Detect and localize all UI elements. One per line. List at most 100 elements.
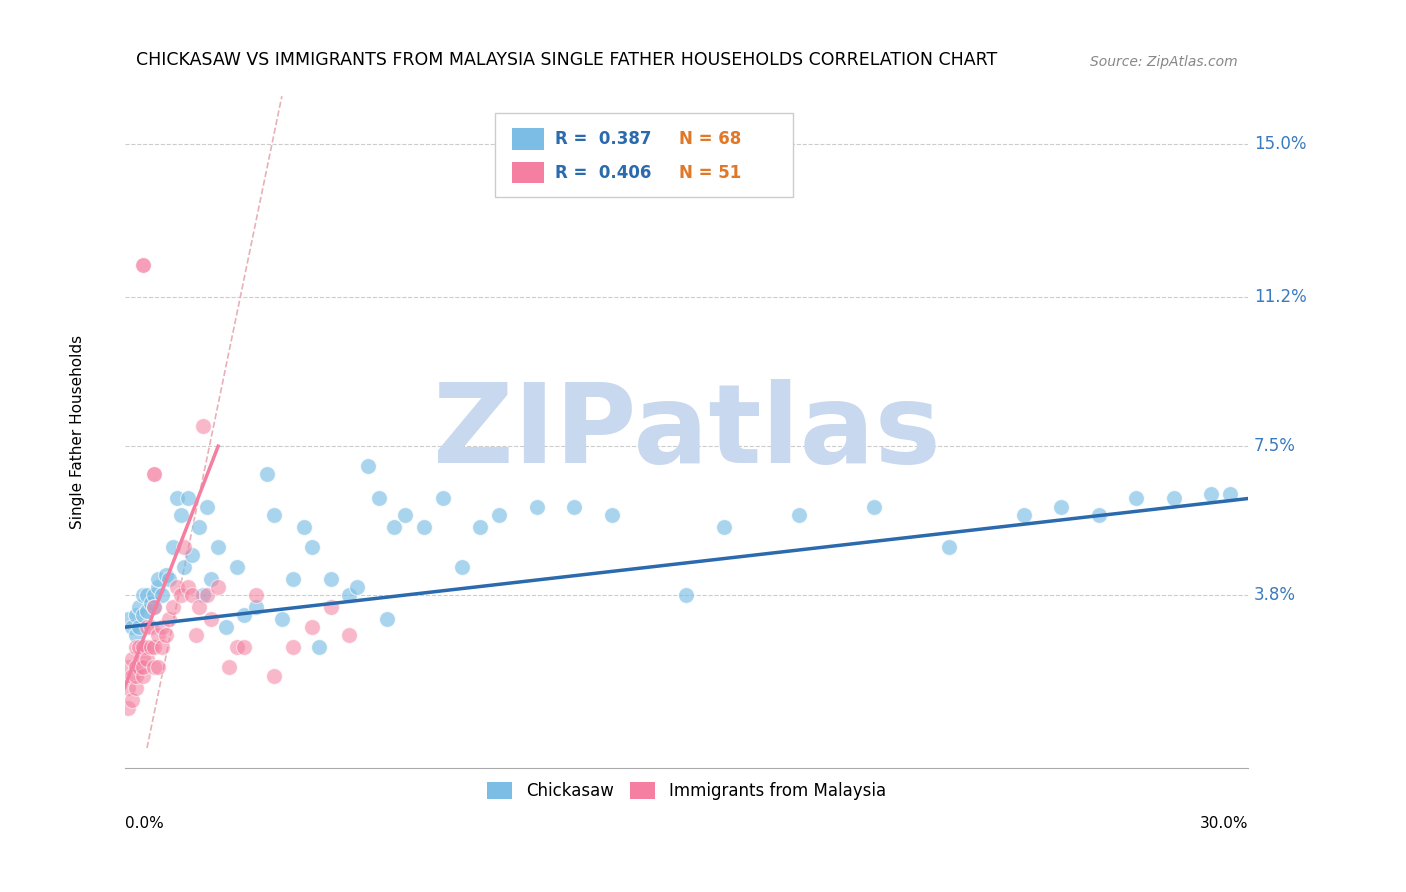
Point	[233, 640, 256, 655]
Point	[121, 692, 143, 706]
Point	[375, 612, 398, 626]
Point	[139, 596, 162, 610]
Point	[214, 620, 236, 634]
Point	[382, 519, 405, 533]
Point	[188, 519, 211, 533]
Point	[263, 508, 285, 522]
Text: CHICKASAW VS IMMIGRANTS FROM MALAYSIA SINGLE FATHER HOUSEHOLDS CORRELATION CHART: CHICKASAW VS IMMIGRANTS FROM MALAYSIA SI…	[136, 51, 997, 70]
Point	[319, 600, 342, 615]
Bar	[512, 128, 544, 150]
Point	[166, 491, 188, 506]
Point	[143, 600, 166, 615]
Point	[125, 681, 148, 695]
Point	[132, 258, 155, 272]
Point	[413, 519, 436, 533]
Point	[150, 588, 173, 602]
Text: ZIPatlas: ZIPatlas	[433, 378, 941, 485]
Point	[148, 660, 170, 674]
Text: 3.8%: 3.8%	[1254, 586, 1296, 604]
Point	[173, 560, 195, 574]
Point	[1219, 487, 1241, 501]
Point	[143, 640, 166, 655]
Point	[143, 660, 166, 674]
Point	[148, 572, 170, 586]
Point	[184, 628, 207, 642]
Point	[301, 620, 323, 634]
Point	[150, 620, 173, 634]
Point	[337, 588, 360, 602]
Point	[1050, 500, 1073, 514]
Point	[121, 652, 143, 666]
Point	[162, 600, 184, 615]
Text: 7.5%: 7.5%	[1254, 437, 1296, 455]
Point	[117, 700, 139, 714]
Point	[121, 668, 143, 682]
Point	[177, 491, 200, 506]
Point	[301, 540, 323, 554]
Point	[526, 500, 548, 514]
Point	[181, 588, 204, 602]
Point	[1012, 508, 1035, 522]
Text: Source: ZipAtlas.com: Source: ZipAtlas.com	[1090, 55, 1237, 70]
Point	[319, 572, 342, 586]
Point	[125, 668, 148, 682]
Point	[125, 628, 148, 642]
Point	[136, 588, 159, 602]
Point	[117, 612, 139, 626]
Text: 15.0%: 15.0%	[1254, 136, 1306, 153]
Point	[132, 660, 155, 674]
Point	[132, 652, 155, 666]
Point	[128, 640, 150, 655]
Point	[233, 608, 256, 623]
Point	[181, 548, 204, 562]
Point	[713, 519, 735, 533]
Point	[125, 660, 148, 674]
Point	[263, 668, 285, 682]
Point	[173, 540, 195, 554]
Point	[195, 588, 218, 602]
Point	[155, 568, 177, 582]
Point	[281, 572, 304, 586]
Point	[132, 588, 155, 602]
Point	[394, 508, 416, 522]
Point	[193, 419, 215, 434]
Point	[600, 508, 623, 522]
Point	[432, 491, 454, 506]
Point	[1199, 487, 1222, 501]
Point	[308, 640, 330, 655]
Legend: Chickasaw, Immigrants from Malaysia: Chickasaw, Immigrants from Malaysia	[481, 775, 893, 806]
Point	[166, 580, 188, 594]
Text: R =  0.406: R = 0.406	[555, 164, 651, 182]
Point	[195, 500, 218, 514]
Point	[132, 668, 155, 682]
Point	[562, 500, 585, 514]
Point	[1125, 491, 1147, 506]
Point	[207, 580, 229, 594]
Point	[207, 540, 229, 554]
Point	[128, 660, 150, 674]
Point	[125, 640, 148, 655]
Bar	[512, 162, 544, 184]
Point	[938, 540, 960, 554]
Point	[132, 640, 155, 655]
Point	[125, 608, 148, 623]
Point	[1087, 508, 1109, 522]
Point	[170, 588, 193, 602]
Point	[136, 640, 159, 655]
Point	[862, 500, 884, 514]
Point	[121, 620, 143, 634]
Point	[148, 580, 170, 594]
Point	[193, 588, 215, 602]
Point	[128, 620, 150, 634]
Point	[136, 652, 159, 666]
Point	[159, 572, 181, 586]
Point	[150, 640, 173, 655]
Point	[245, 588, 267, 602]
Point	[292, 519, 315, 533]
Point	[136, 620, 159, 634]
Point	[218, 660, 240, 674]
Point	[245, 600, 267, 615]
Point	[225, 560, 247, 574]
Point	[488, 508, 510, 522]
Point	[270, 612, 292, 626]
